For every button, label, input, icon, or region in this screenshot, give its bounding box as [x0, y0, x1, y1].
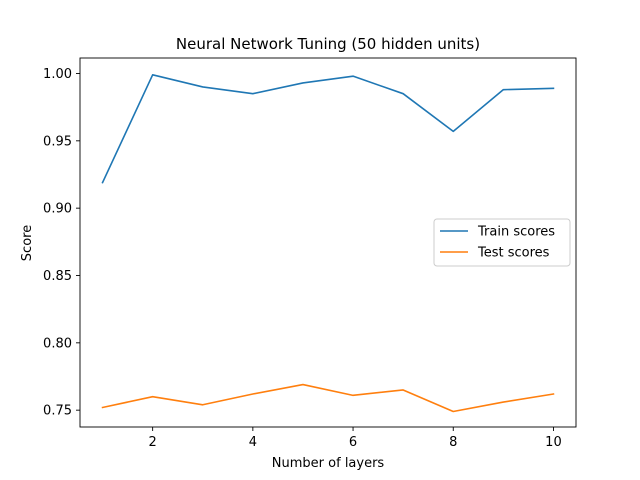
y-tick-label: 0.85	[43, 269, 72, 284]
series-line-train	[101, 74, 555, 184]
x-tick-label: 10	[545, 435, 562, 450]
legend-label: Train scores	[477, 225, 555, 240]
y-tick-label: 0.90	[43, 202, 72, 217]
series-line-test	[101, 383, 555, 413]
x-tick-label: 8	[449, 435, 457, 450]
plot-frame	[79, 57, 577, 428]
ticks-layer: 2 4 6 8 10 0.75 0.80 0.85 0.90 0.95 1.00	[43, 67, 562, 450]
legend-label: Test scores	[477, 246, 550, 261]
y-axis-label: Score	[20, 225, 35, 261]
axes-layer	[79, 57, 577, 428]
y-tick-label: 0.95	[43, 134, 72, 149]
x-tick-label: 4	[249, 435, 257, 450]
y-tick-label: 0.75	[43, 404, 72, 419]
x-axis-label: Number of layers	[272, 456, 385, 471]
series-layer	[101, 74, 555, 413]
chart-title: Neural Network Tuning (50 hidden units)	[176, 35, 480, 53]
x-tick-label: 2	[149, 435, 157, 450]
legend: Train scores Test scores	[433, 218, 571, 267]
y-tick-label: 0.80	[43, 336, 72, 351]
x-tick-label: 6	[349, 435, 357, 450]
y-tick-label: 1.00	[43, 67, 72, 82]
